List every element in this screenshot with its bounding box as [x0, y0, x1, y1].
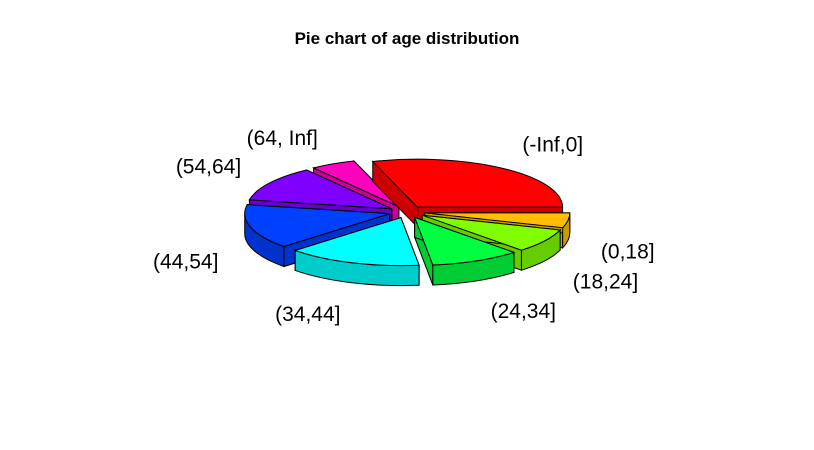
pie-slice-top [371, 158, 564, 208]
pie-slice-top [413, 216, 516, 266]
slice-label: (18,24] [573, 271, 638, 294]
slice-label: (-Inf,0] [522, 133, 583, 156]
pie-slice [293, 216, 420, 287]
slice-label: (54,64] [176, 155, 241, 178]
pie-slice-top [424, 212, 571, 229]
pie-slice-top [248, 169, 393, 210]
pie-slice-top [244, 204, 390, 248]
slice-label: (44,54] [153, 250, 218, 273]
pie-slice [413, 216, 516, 286]
slice-label: (24,34] [491, 300, 556, 323]
chart-title: Pie chart of age distribution [294, 29, 520, 48]
slice-label: (0,18] [601, 240, 655, 263]
pie-slice-top [422, 214, 562, 251]
slice-label: (64, Inf] [247, 127, 318, 150]
pie-slice-top [312, 160, 400, 208]
pie-slice-top [293, 216, 420, 267]
slice-label: (34,44] [275, 303, 340, 326]
